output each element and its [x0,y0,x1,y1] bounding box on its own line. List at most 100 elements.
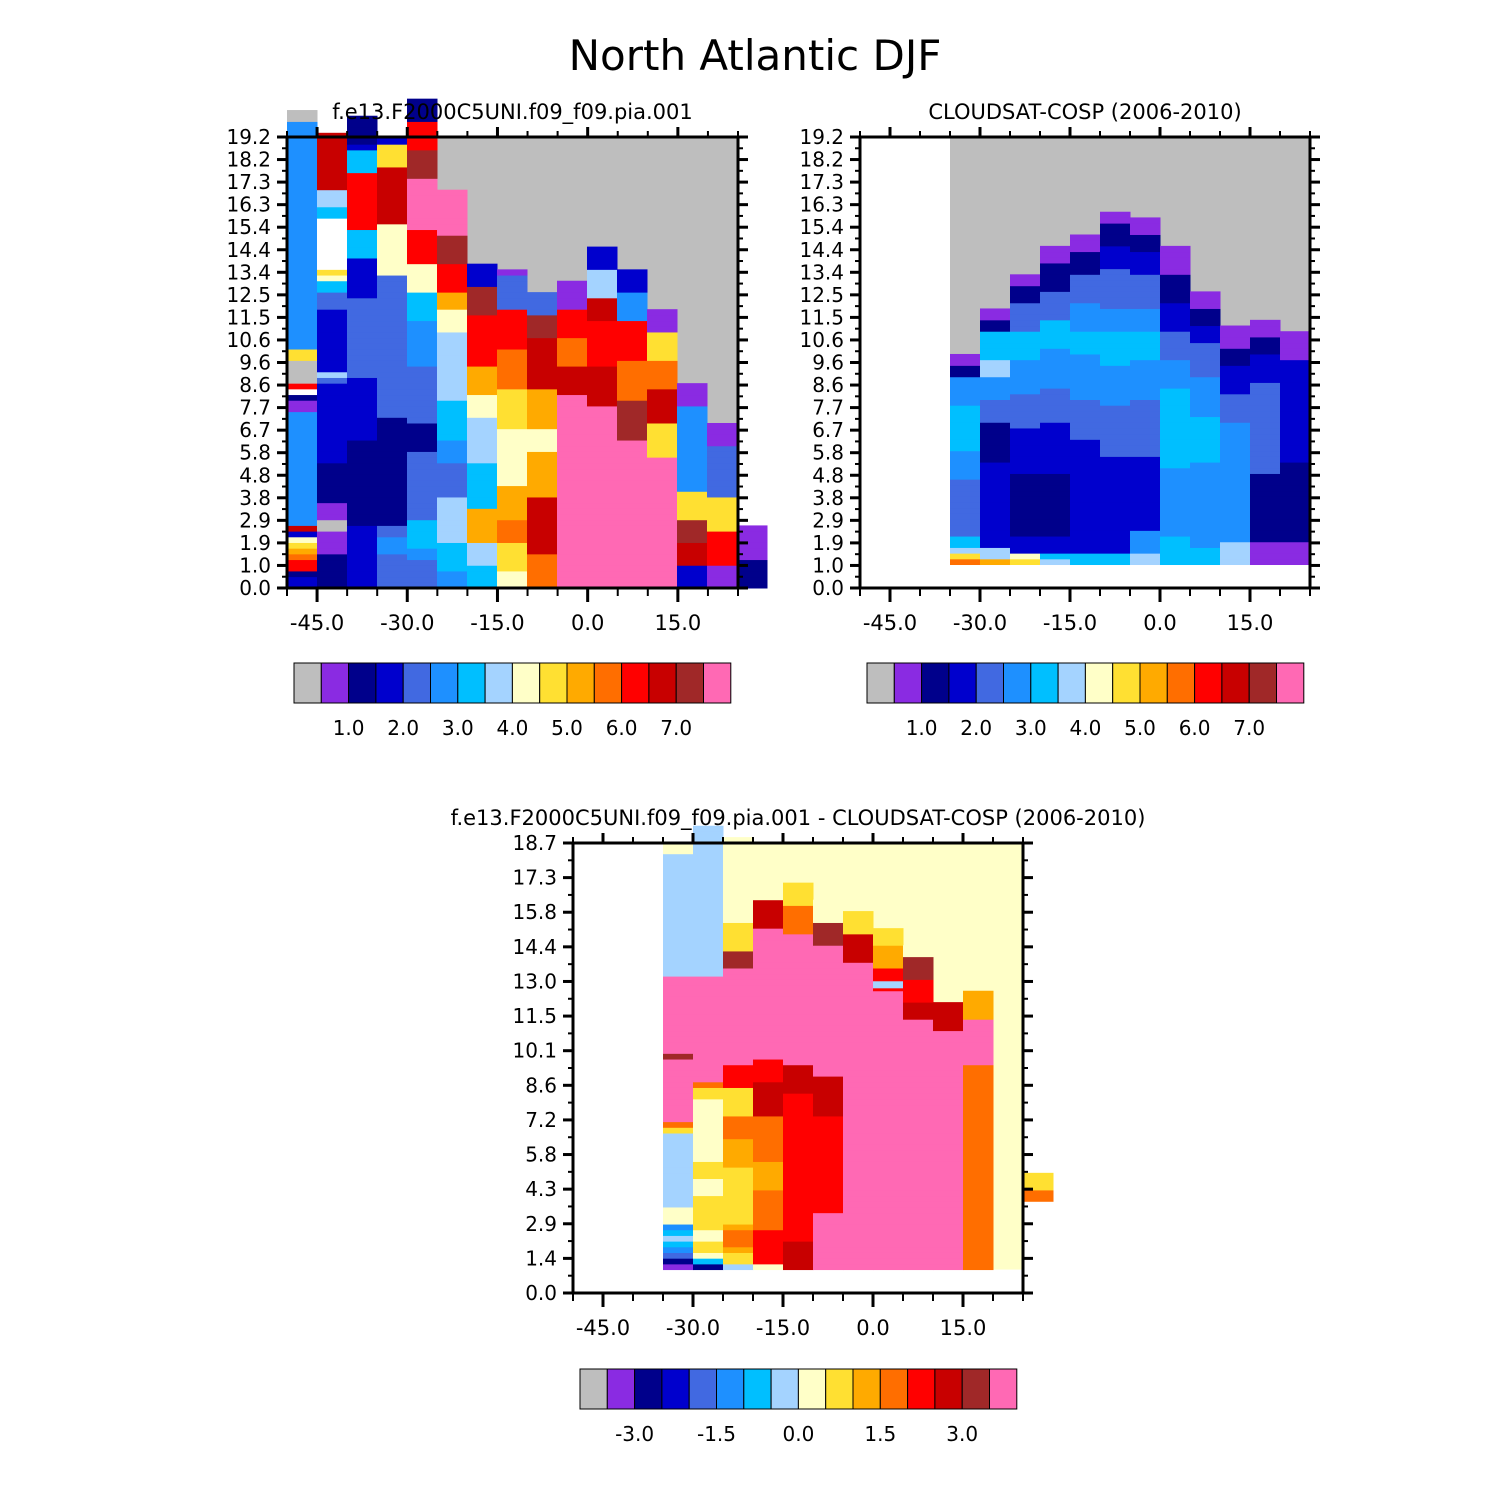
y-tick-label: 13.4 [799,260,844,284]
heatmap-cell [497,366,528,373]
heatmap-cell [287,405,318,413]
heatmap-cell [377,525,408,532]
heatmap-cell [1250,490,1281,497]
heatmap-cell [407,212,438,219]
heatmap-cell [1130,422,1161,429]
heatmap-cell [1250,450,1281,457]
heatmap-cell [873,1195,904,1202]
heatmap-cell [963,1246,994,1253]
heatmap-cell [287,161,318,168]
heatmap-cell [647,496,678,504]
heatmap-cell [723,1002,754,1009]
heatmap-cell [317,286,348,293]
heatmap-cell [980,439,1011,446]
heatmap-cell [873,1224,904,1231]
heatmap-cell [407,559,438,566]
heatmap-cell [843,1070,874,1077]
heatmap-cell [407,252,438,259]
heatmap-cell [347,570,378,578]
heatmap-cell [1130,524,1161,531]
heatmap-cell [587,462,618,470]
heatmap-cell [437,377,468,384]
heatmap-cell [467,479,498,487]
heatmap-cell [723,859,754,867]
heatmap-cell [377,144,408,151]
colorbar-box [770,1368,799,1410]
heatmap-cell [753,1024,784,1032]
heatmap-cell [723,1007,754,1015]
heatmap-cell [903,1121,934,1128]
heatmap-cell [617,320,648,327]
heatmap-cell [347,457,378,464]
heatmap-cell [1190,388,1221,395]
heatmap-cell [677,474,708,481]
heatmap-cell [1070,427,1101,435]
heatmap-cell [1280,439,1311,446]
heatmap-cell [1160,410,1191,418]
heatmap-cell [1100,513,1131,520]
heatmap-cell [1130,490,1161,497]
heatmap-cell [1130,223,1161,230]
heatmap-cell [1250,553,1281,560]
heatmap-cell [287,502,318,509]
heatmap-cell [437,502,468,509]
heatmap-cell [437,235,468,242]
heatmap-cell [753,1263,784,1271]
heatmap-cell [617,422,648,430]
heatmap-cell [647,309,678,316]
heatmap-cell [317,280,348,287]
heatmap-cell [1130,342,1161,349]
heatmap-cell [933,1041,964,1049]
heatmap-cell [903,1172,934,1180]
heatmap-cell [617,514,648,521]
heatmap-cell [377,297,408,304]
heatmap-cell [347,576,378,583]
heatmap-cell [903,1263,934,1271]
heatmap-cell [873,933,904,941]
heatmap-cell [693,1189,724,1197]
heatmap-cell [753,871,784,878]
heatmap-cell [587,519,618,526]
heatmap-cell [950,490,981,497]
heatmap-cell [1070,325,1101,332]
heatmap-cell [1160,291,1191,298]
heatmap-cell [963,1133,994,1140]
heatmap-cell [1130,251,1161,258]
heatmap-cell [950,496,981,503]
y-tick-label: 12.5 [799,283,844,307]
heatmap-cell [1040,342,1071,349]
heatmap-cell [557,559,588,566]
heatmap-cell [1130,536,1161,543]
heatmap-cell [737,536,768,543]
heatmap-cell [647,542,678,549]
heatmap-cell [693,1138,724,1145]
heatmap-cell [287,280,318,287]
heatmap-cell [1280,410,1311,418]
heatmap-cell [317,229,348,236]
heatmap-cell [1070,234,1101,241]
heatmap-cell [467,445,498,452]
heatmap-cell [843,1133,874,1140]
heatmap-cell [557,576,588,583]
heatmap-cell [1190,467,1221,474]
heatmap-cell [1010,433,1041,440]
heatmap-cell [317,400,348,407]
heatmap-cell [287,257,318,265]
heatmap-cell [287,309,318,316]
heatmap-cell [753,1070,784,1077]
heatmap-cell [497,400,528,407]
heatmap-cell [950,365,981,372]
heatmap-cell [317,201,348,208]
heatmap-cell [377,371,408,378]
heatmap-cell [1010,507,1041,514]
heatmap-cell [1010,274,1041,281]
heatmap-cell [693,1150,724,1157]
heatmap-cell [903,962,934,969]
heatmap-cell [1190,382,1221,389]
heatmap-cell [377,292,408,299]
heatmap-cell [1280,467,1311,474]
heatmap-cell [527,354,558,361]
heatmap-cell [1250,439,1281,446]
heatmap-cell [1070,462,1101,469]
